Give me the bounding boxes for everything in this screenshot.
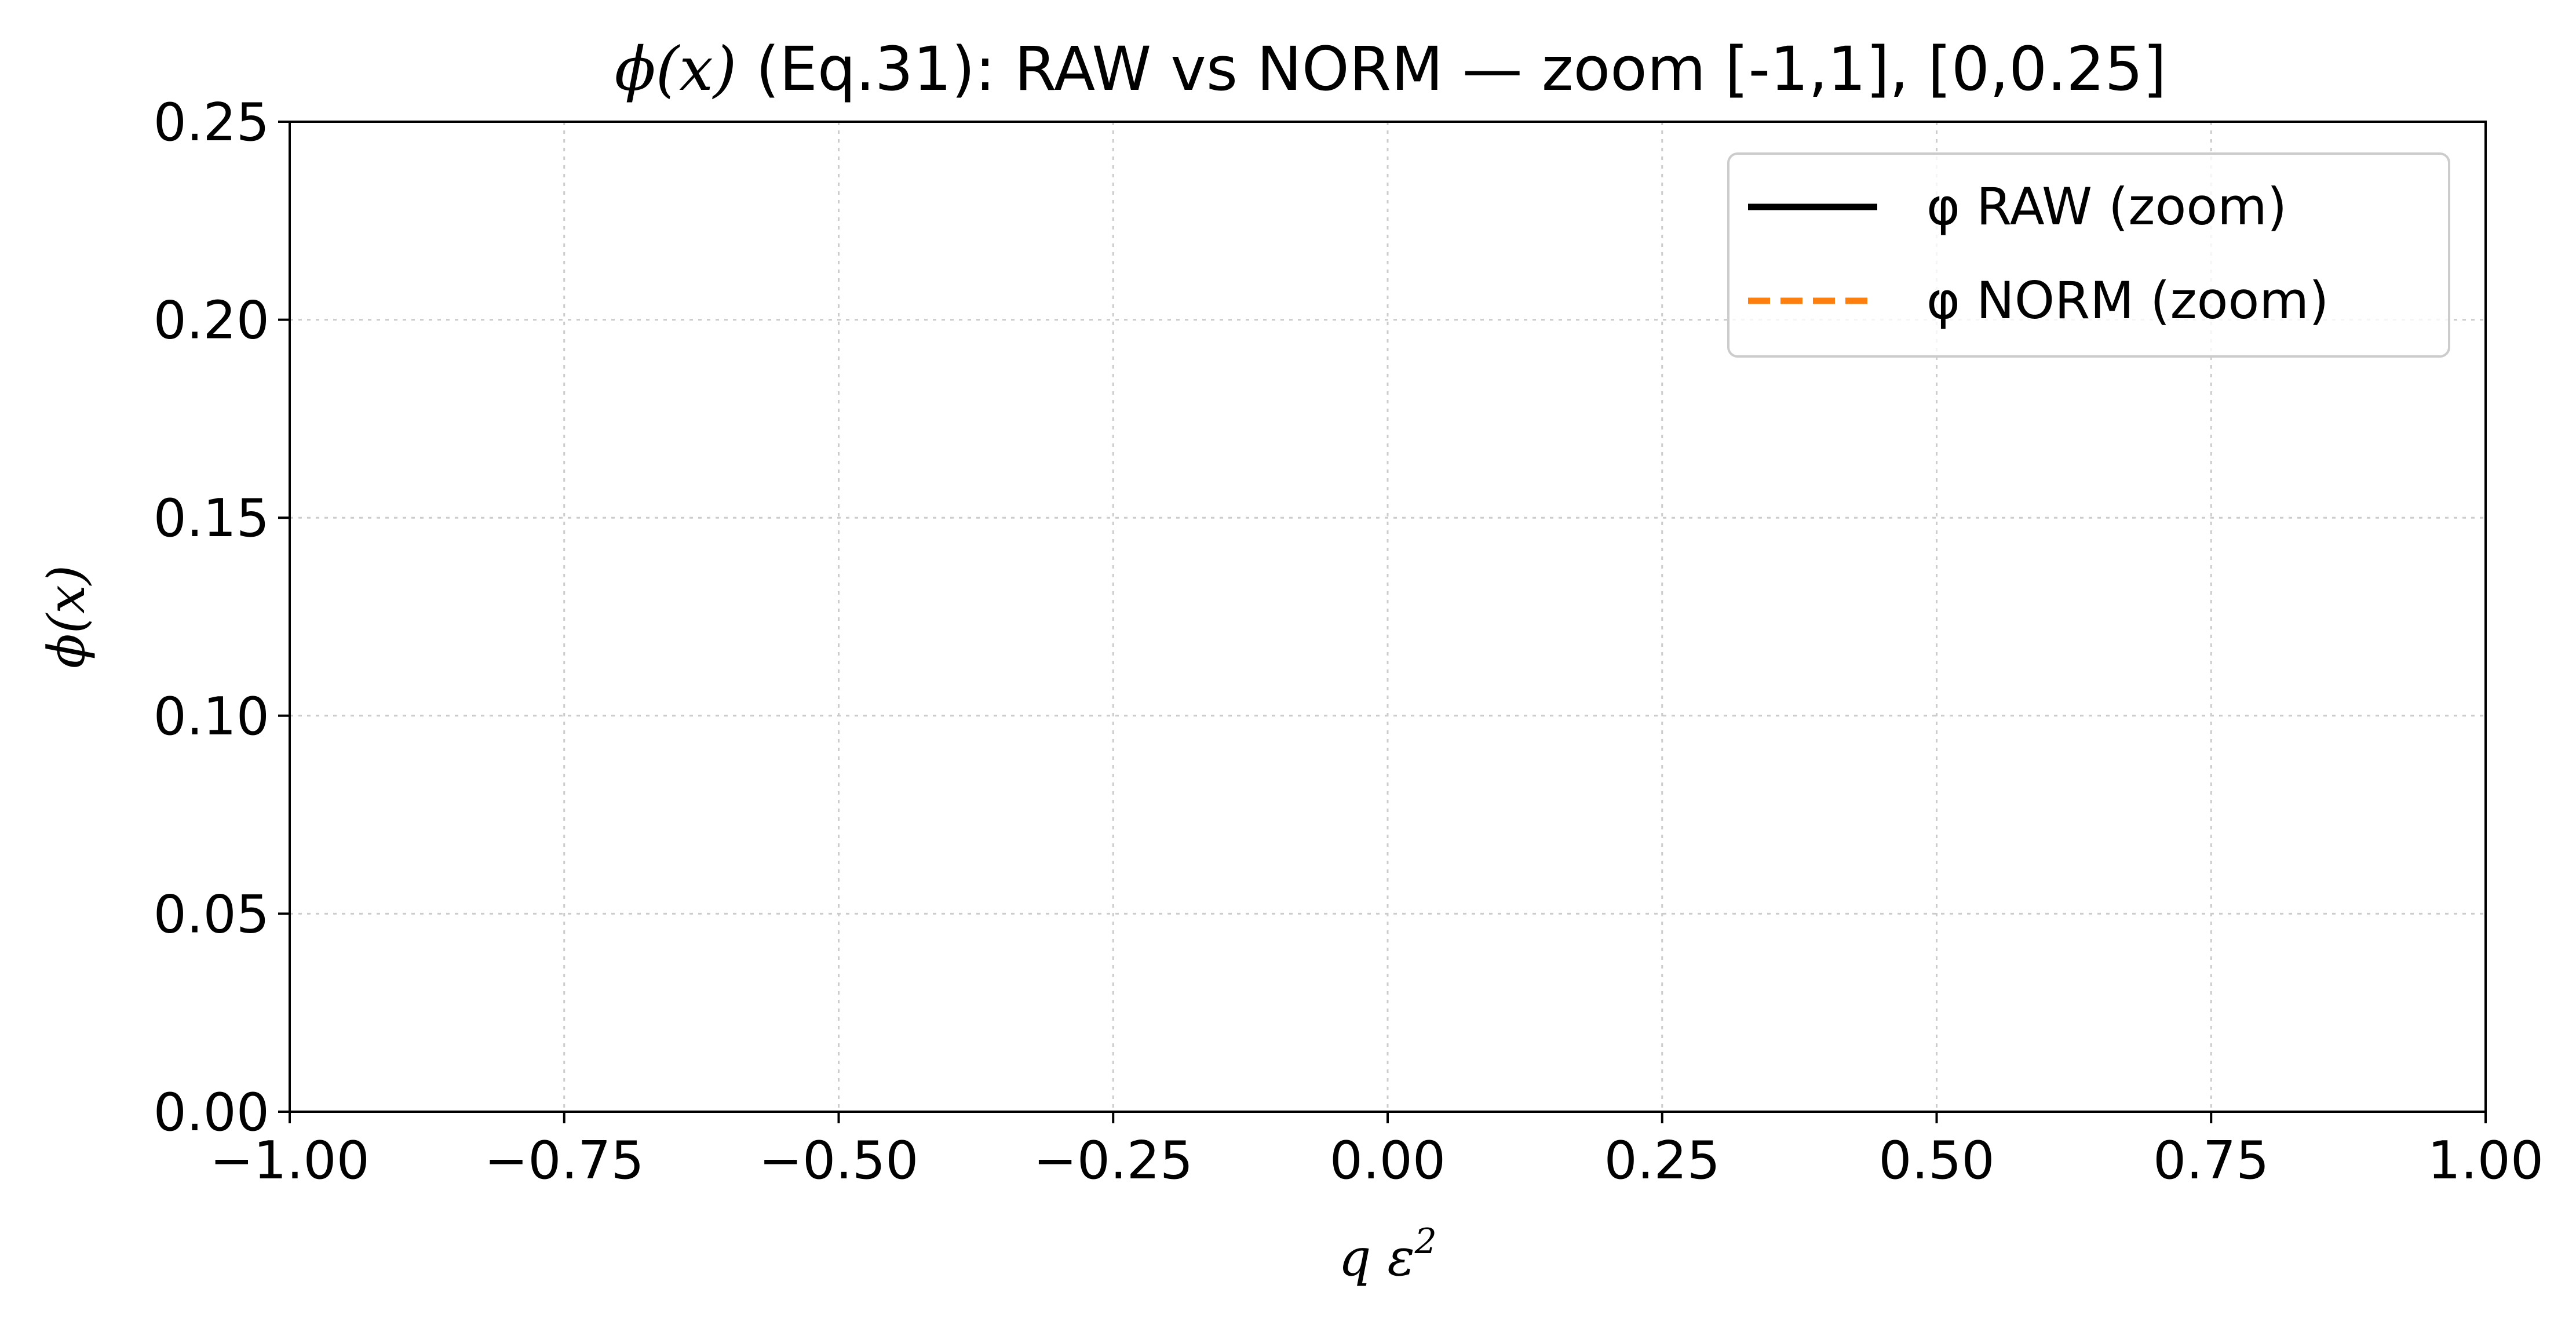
x-tick-label: −0.50: [759, 1130, 919, 1191]
x-tick-label: −0.25: [1033, 1130, 1193, 1191]
x-axis: −1.00 −0.75 −0.50 −0.25 0.00 0.25 0.50 0.75 1.00: [210, 1112, 2544, 1191]
legend-label-1: φ NORM (zoom): [1926, 271, 2329, 330]
x-tick-label: −1.00: [210, 1130, 370, 1191]
y-tick-label: 0.05: [154, 884, 269, 945]
title-text: (Eq.31): RAW vs NORM — zoom [-1,1], [0,0…: [736, 34, 2166, 104]
x-axis-label-main: q ε: [1338, 1228, 1415, 1287]
x-tick-label: 1.00: [2428, 1130, 2544, 1191]
legend-label-0: φ RAW (zoom): [1926, 177, 2287, 236]
y-axis-label: ϕ(x): [37, 565, 96, 668]
y-tick-label: 0.15: [154, 488, 269, 549]
y-tick-label: 0.20: [154, 290, 269, 351]
x-tick-label: 0.75: [2153, 1130, 2269, 1191]
x-tick-label: 0.25: [1604, 1130, 1720, 1191]
x-tick-label: 0.00: [1330, 1130, 1446, 1191]
y-axis: 0.00 0.05 0.10 0.15 0.20 0.25: [154, 92, 290, 1143]
y-tick-label: 0.10: [154, 686, 269, 747]
x-tick-label: −0.75: [484, 1130, 644, 1191]
legend: φ RAW (zoom) φ NORM (zoom): [1727, 152, 2450, 358]
legend-box: [1727, 152, 2450, 358]
x-tick-label: 0.50: [1878, 1130, 1994, 1191]
chart-title: ϕ(x) (Eq.31): RAW vs NORM — zoom [-1,1],…: [615, 34, 2166, 104]
x-axis-label-sup: 2: [1414, 1221, 1437, 1262]
y-tick-label: 0.00: [154, 1082, 269, 1143]
title-symbol: ϕ(x): [615, 34, 737, 104]
x-axis-label: q ε2: [1338, 1221, 1437, 1287]
y-tick-label: 0.25: [154, 92, 269, 153]
